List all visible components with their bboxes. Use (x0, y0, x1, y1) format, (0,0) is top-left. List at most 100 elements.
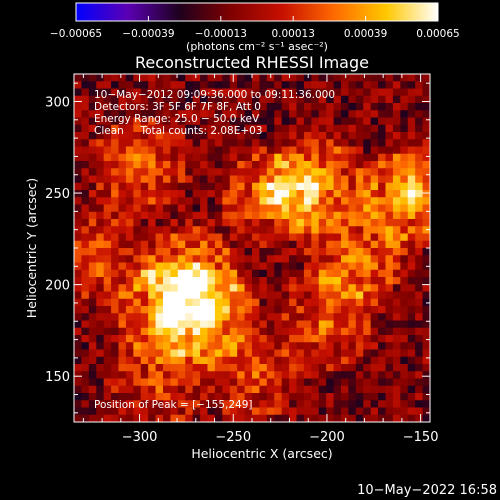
heatmap-cell (207, 313, 216, 321)
heatmap-cell (185, 161, 194, 169)
heatmap-cell (296, 269, 305, 278)
heatmap-cell (148, 342, 156, 350)
heatmap-cell (222, 240, 231, 249)
heatmap-cell (415, 269, 423, 278)
heatmap-cell (415, 378, 423, 387)
heatmap-cell (348, 335, 357, 343)
heatmap-cell (355, 88, 364, 97)
heatmap-cell (81, 342, 90, 350)
heatmap-cell (281, 103, 290, 111)
heatmap-cell (103, 248, 112, 256)
heatmap-cell (392, 342, 401, 350)
heatmap-cell (214, 146, 223, 155)
heatmap-cell (140, 407, 149, 416)
heatmap-cell (192, 168, 201, 176)
heatmap-cell (170, 204, 179, 213)
heatmap-cell (281, 371, 290, 379)
heatmap-cell (333, 175, 342, 184)
heatmap-cell (392, 306, 401, 314)
heatmap-cell (348, 407, 357, 416)
heatmap-cell (103, 124, 112, 133)
heatmap-cell (177, 385, 186, 394)
heatmap-cell (74, 74, 82, 82)
heatmap-cell (326, 356, 334, 365)
heatmap-cell (252, 385, 260, 394)
heatmap-cell (118, 226, 127, 234)
heatmap-cell (133, 204, 142, 213)
heatmap-cell (192, 269, 201, 278)
heatmap-cell (333, 219, 342, 227)
heatmap-cell (370, 211, 379, 220)
heatmap-cell (355, 81, 364, 89)
heatmap-cell (118, 378, 127, 387)
heatmap-cell (103, 204, 112, 213)
heatmap-cell (133, 393, 142, 401)
heatmap-cell (378, 81, 386, 89)
heatmap-cell (415, 240, 423, 249)
heatmap-cell (237, 284, 245, 292)
heatmap-cell (266, 277, 275, 285)
heatmap-cell (348, 103, 357, 111)
heatmap-cell (133, 219, 142, 227)
heatmap-cell (170, 364, 179, 372)
heatmap-cell (96, 327, 105, 336)
heatmap-cell (385, 168, 394, 176)
heatmap-cell (148, 190, 156, 198)
heatmap-cell (407, 407, 416, 416)
heatmap-cell (303, 182, 312, 191)
heatmap-cell (355, 240, 364, 249)
heatmap-cell (88, 124, 97, 133)
heatmap-cell (244, 385, 253, 394)
heatmap-cell (222, 255, 231, 263)
heatmap-cell (355, 378, 364, 387)
heatmap-cell (192, 88, 201, 97)
heatmap-cell (133, 168, 142, 176)
heatmap-cell (237, 335, 245, 343)
heatmap-cell (296, 342, 305, 350)
heatmap-cell (378, 269, 386, 278)
heatmap-cell (281, 378, 290, 387)
heatmap-cell (96, 400, 105, 408)
heatmap-cell (163, 132, 171, 140)
heatmap-cell (415, 190, 423, 198)
heatmap-cell (378, 74, 386, 82)
heatmap-cell (244, 393, 253, 401)
heatmap-cell (163, 153, 171, 162)
heatmap-cell (370, 327, 379, 336)
heatmap-cell (148, 335, 156, 343)
heatmap-cell (214, 306, 223, 314)
heatmap-cell (88, 132, 97, 140)
heatmap-cell (303, 226, 312, 234)
heatmap-cell (133, 161, 142, 169)
heatmap-cell (341, 204, 349, 213)
heatmap-cell (303, 153, 312, 162)
heatmap-cell (74, 168, 82, 176)
heatmap-cell (148, 168, 156, 176)
heatmap-cell (192, 182, 201, 191)
heatmap-cell (244, 371, 253, 379)
heatmap-cell (133, 407, 142, 416)
heatmap-cell (118, 182, 127, 191)
heatmap-cell (281, 88, 290, 97)
heatmap-cell (200, 378, 208, 387)
heatmap-cell (363, 204, 372, 213)
heatmap-cell (400, 262, 409, 271)
heatmap-cell (244, 248, 253, 256)
heatmap-cell (111, 161, 119, 169)
heatmap-cell (341, 190, 349, 198)
heatmap-cell (133, 291, 142, 300)
heatmap-cell (74, 335, 82, 343)
heatmap-cell (400, 284, 409, 292)
heatmap-cell (311, 168, 320, 176)
heatmap-cell (252, 327, 260, 336)
heatmap-cell (348, 298, 357, 307)
heatmap-cell (378, 103, 386, 111)
heatmap-cell (378, 378, 386, 387)
heatmap-cell (155, 349, 164, 358)
heatmap-cell (96, 153, 105, 162)
heatmap-cell (385, 139, 394, 147)
heatmap-cell (140, 190, 149, 198)
heatmap-cell (303, 385, 312, 394)
heatmap-cell (303, 393, 312, 401)
heatmap-cell (422, 277, 430, 285)
